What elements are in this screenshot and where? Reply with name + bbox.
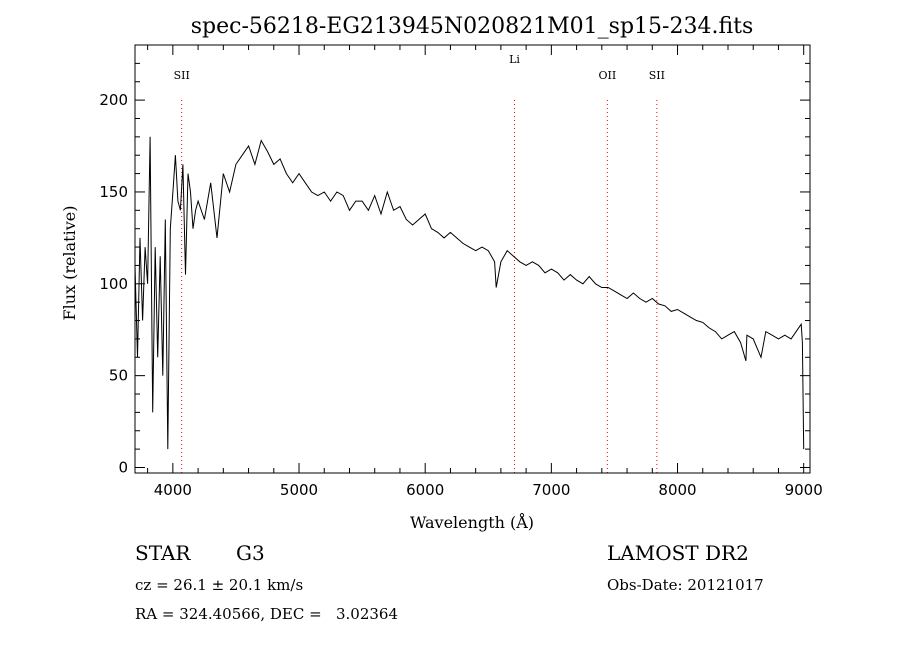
x-tick-label: 7000 — [532, 481, 570, 499]
y-tick-label: 50 — [109, 367, 128, 385]
emission-lines: SII Li OII SII — [174, 53, 665, 473]
x-tick-label: 5000 — [280, 481, 318, 499]
y-axis: 0 50 100 150 200 — [99, 62, 810, 476]
plot-frame — [134, 44, 811, 474]
x-tick-label: 9000 — [785, 481, 823, 499]
spectrum-chart: spec-56218-EG213945N020821M01_sp15-234.f… — [60, 14, 823, 532]
x-axis: 4000 5000 6000 7000 8000 9000 — [147, 45, 823, 499]
observation-date: Obs-Date: 20121017 — [607, 576, 764, 594]
y-tick-label: 100 — [99, 275, 128, 293]
emission-line-label-2: OII — [599, 69, 617, 82]
x-tick-label: 8000 — [658, 481, 696, 499]
spectrum-line — [134, 136, 805, 450]
object-subclass: G3 — [236, 541, 265, 565]
emission-line-label-3: SII — [649, 69, 665, 82]
emission-line-label-1: Li — [509, 53, 520, 66]
y-tick-label: 200 — [99, 91, 128, 109]
y-tick-label: 0 — [118, 458, 128, 476]
coordinates: RA = 324.40566, DEC = 3.02364 — [135, 605, 399, 623]
chart-title: spec-56218-EG213945N020821M01_sp15-234.f… — [191, 14, 754, 39]
emission-line-label-0: SII — [174, 69, 190, 82]
data-release: LAMOST DR2 — [607, 541, 749, 565]
redshift-cz: cz = 26.1 ± 20.1 km/s — [135, 576, 304, 594]
y-axis-label: Flux (relative) — [60, 206, 79, 321]
x-axis-label: Wavelength (Å) — [410, 512, 534, 532]
x-tick-label: 6000 — [406, 481, 444, 499]
x-tick-label: 4000 — [154, 481, 192, 499]
object-class: STAR — [135, 541, 191, 565]
y-tick-label: 150 — [99, 183, 128, 201]
